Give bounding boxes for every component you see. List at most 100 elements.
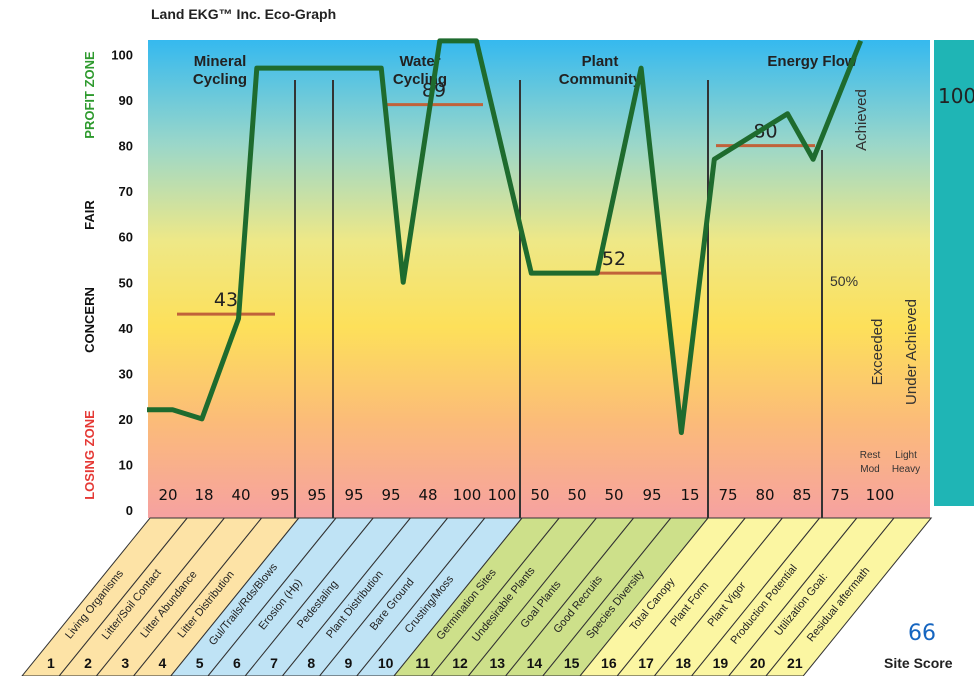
indicator-band <box>616 517 784 676</box>
indicator-number: 18 <box>675 655 691 671</box>
y-tick-label: 10 <box>119 457 133 472</box>
indicator-score: 75 <box>718 486 737 504</box>
indicator-score: 20 <box>158 486 177 504</box>
indicator-number: 20 <box>750 655 766 671</box>
category-heading: Water <box>399 53 440 70</box>
indicator-band <box>504 517 672 676</box>
indicator-number: 11 <box>415 655 430 671</box>
indicator-number: 1 <box>47 655 55 671</box>
category-average-label: 52 <box>602 248 626 270</box>
indicator-band <box>430 517 598 676</box>
indicator-band <box>170 517 338 676</box>
indicator-score: 100 <box>453 486 482 504</box>
indicator-band <box>207 517 375 676</box>
exceeded-label: Exceeded <box>869 319 886 386</box>
category-average-label: 43 <box>214 289 238 311</box>
indicator-score: 80 <box>755 486 774 504</box>
indicator-score: 100 <box>488 486 517 504</box>
y-tick-label: 30 <box>119 366 133 381</box>
indicator-band <box>653 517 821 676</box>
indicator-score: 50 <box>567 486 586 504</box>
indicator-score: 95 <box>344 486 363 504</box>
category-heading: Energy Flow <box>767 53 857 70</box>
indicator-band <box>318 517 486 676</box>
indicator-number: 8 <box>307 655 315 671</box>
indicator-number: 14 <box>527 655 543 671</box>
site-score-value: 66 <box>908 621 936 646</box>
category-heading: Mineral <box>194 53 247 70</box>
category-heading: Plant <box>582 53 619 70</box>
indicator-score: 18 <box>194 486 213 504</box>
y-tick-label: 50 <box>119 275 133 290</box>
y-tick-label: 60 <box>119 230 133 245</box>
indicator-score: 95 <box>642 486 661 504</box>
under-achieved-label: Under Achieved <box>903 299 920 405</box>
indicator-number: 12 <box>452 655 468 671</box>
site-score-label: Site Score <box>884 655 953 671</box>
indicator-score: 85 <box>792 486 811 504</box>
indicator-band <box>95 517 263 676</box>
light-label: Light <box>895 450 917 461</box>
indicator-number: 7 <box>270 655 278 671</box>
indicator-band <box>244 517 412 676</box>
indicator-band <box>728 517 896 676</box>
indicator-score: 50 <box>604 486 623 504</box>
y-tick-label: 20 <box>119 412 133 427</box>
indicator-band <box>690 517 858 676</box>
rest-label: Rest <box>860 450 881 461</box>
indicator-band <box>765 517 933 676</box>
indicator-score: 95 <box>381 486 400 504</box>
y-tick-label: 90 <box>119 93 133 108</box>
y-tick-label: 80 <box>119 139 133 154</box>
indicator-number: 13 <box>489 655 505 671</box>
indicator-score: 50 <box>530 486 549 504</box>
indicator-band <box>281 517 449 676</box>
indicator-number: 10 <box>378 655 394 671</box>
indicator-number: 19 <box>713 655 729 671</box>
category-heading: Cycling <box>193 71 247 88</box>
indicator-band <box>21 517 189 676</box>
indicator-band <box>58 517 226 676</box>
indicator-score: 15 <box>680 486 699 504</box>
indicator-number: 2 <box>84 655 92 671</box>
indicator-band <box>467 517 635 676</box>
indicator-number: 9 <box>345 655 353 671</box>
indicator-band <box>542 517 710 676</box>
eco-line <box>147 38 864 436</box>
achieved-label: Achieved <box>853 89 870 151</box>
indicator-score: 95 <box>307 486 326 504</box>
indicator-number: 3 <box>121 655 129 671</box>
plot-background <box>148 40 930 518</box>
indicator-score: 75 <box>830 486 849 504</box>
indicator-score: 100 <box>866 486 895 504</box>
indicator-score: 48 <box>418 486 437 504</box>
indicator-number: 17 <box>638 655 654 671</box>
indicator-number: 6 <box>233 655 241 671</box>
indicator-score: 95 <box>270 486 289 504</box>
indicator-band <box>132 517 300 676</box>
zone-label: PROFIT ZONE <box>82 51 97 139</box>
indicator-number: 15 <box>564 655 580 671</box>
indicator-band <box>356 517 524 676</box>
category-heading: Community <box>559 71 642 88</box>
utilization-bar <box>934 40 974 506</box>
y-tick-label: 40 <box>119 321 133 336</box>
utilization-bar-value: 100 <box>938 84 974 108</box>
chart-title: Land EKG™ Inc. Eco-Graph <box>151 6 336 22</box>
zone-label: LOSING ZONE <box>82 410 97 500</box>
indicator-band <box>393 517 561 676</box>
mod-label: Mod <box>860 464 879 475</box>
heavy-label: Heavy <box>892 464 920 475</box>
y-tick-label: 0 <box>126 503 133 518</box>
indicator-number: 16 <box>601 655 617 671</box>
indicator-band <box>579 517 747 676</box>
zone-label: CONCERN <box>82 287 97 353</box>
indicator-number: 21 <box>787 655 803 671</box>
fifty-percent-label: 50% <box>830 273 858 289</box>
indicator-number: 4 <box>159 655 167 671</box>
indicator-score: 40 <box>231 486 250 504</box>
y-tick-label: 70 <box>119 184 133 199</box>
indicator-number: 5 <box>196 655 204 671</box>
zone-label: FAIR <box>82 200 97 230</box>
